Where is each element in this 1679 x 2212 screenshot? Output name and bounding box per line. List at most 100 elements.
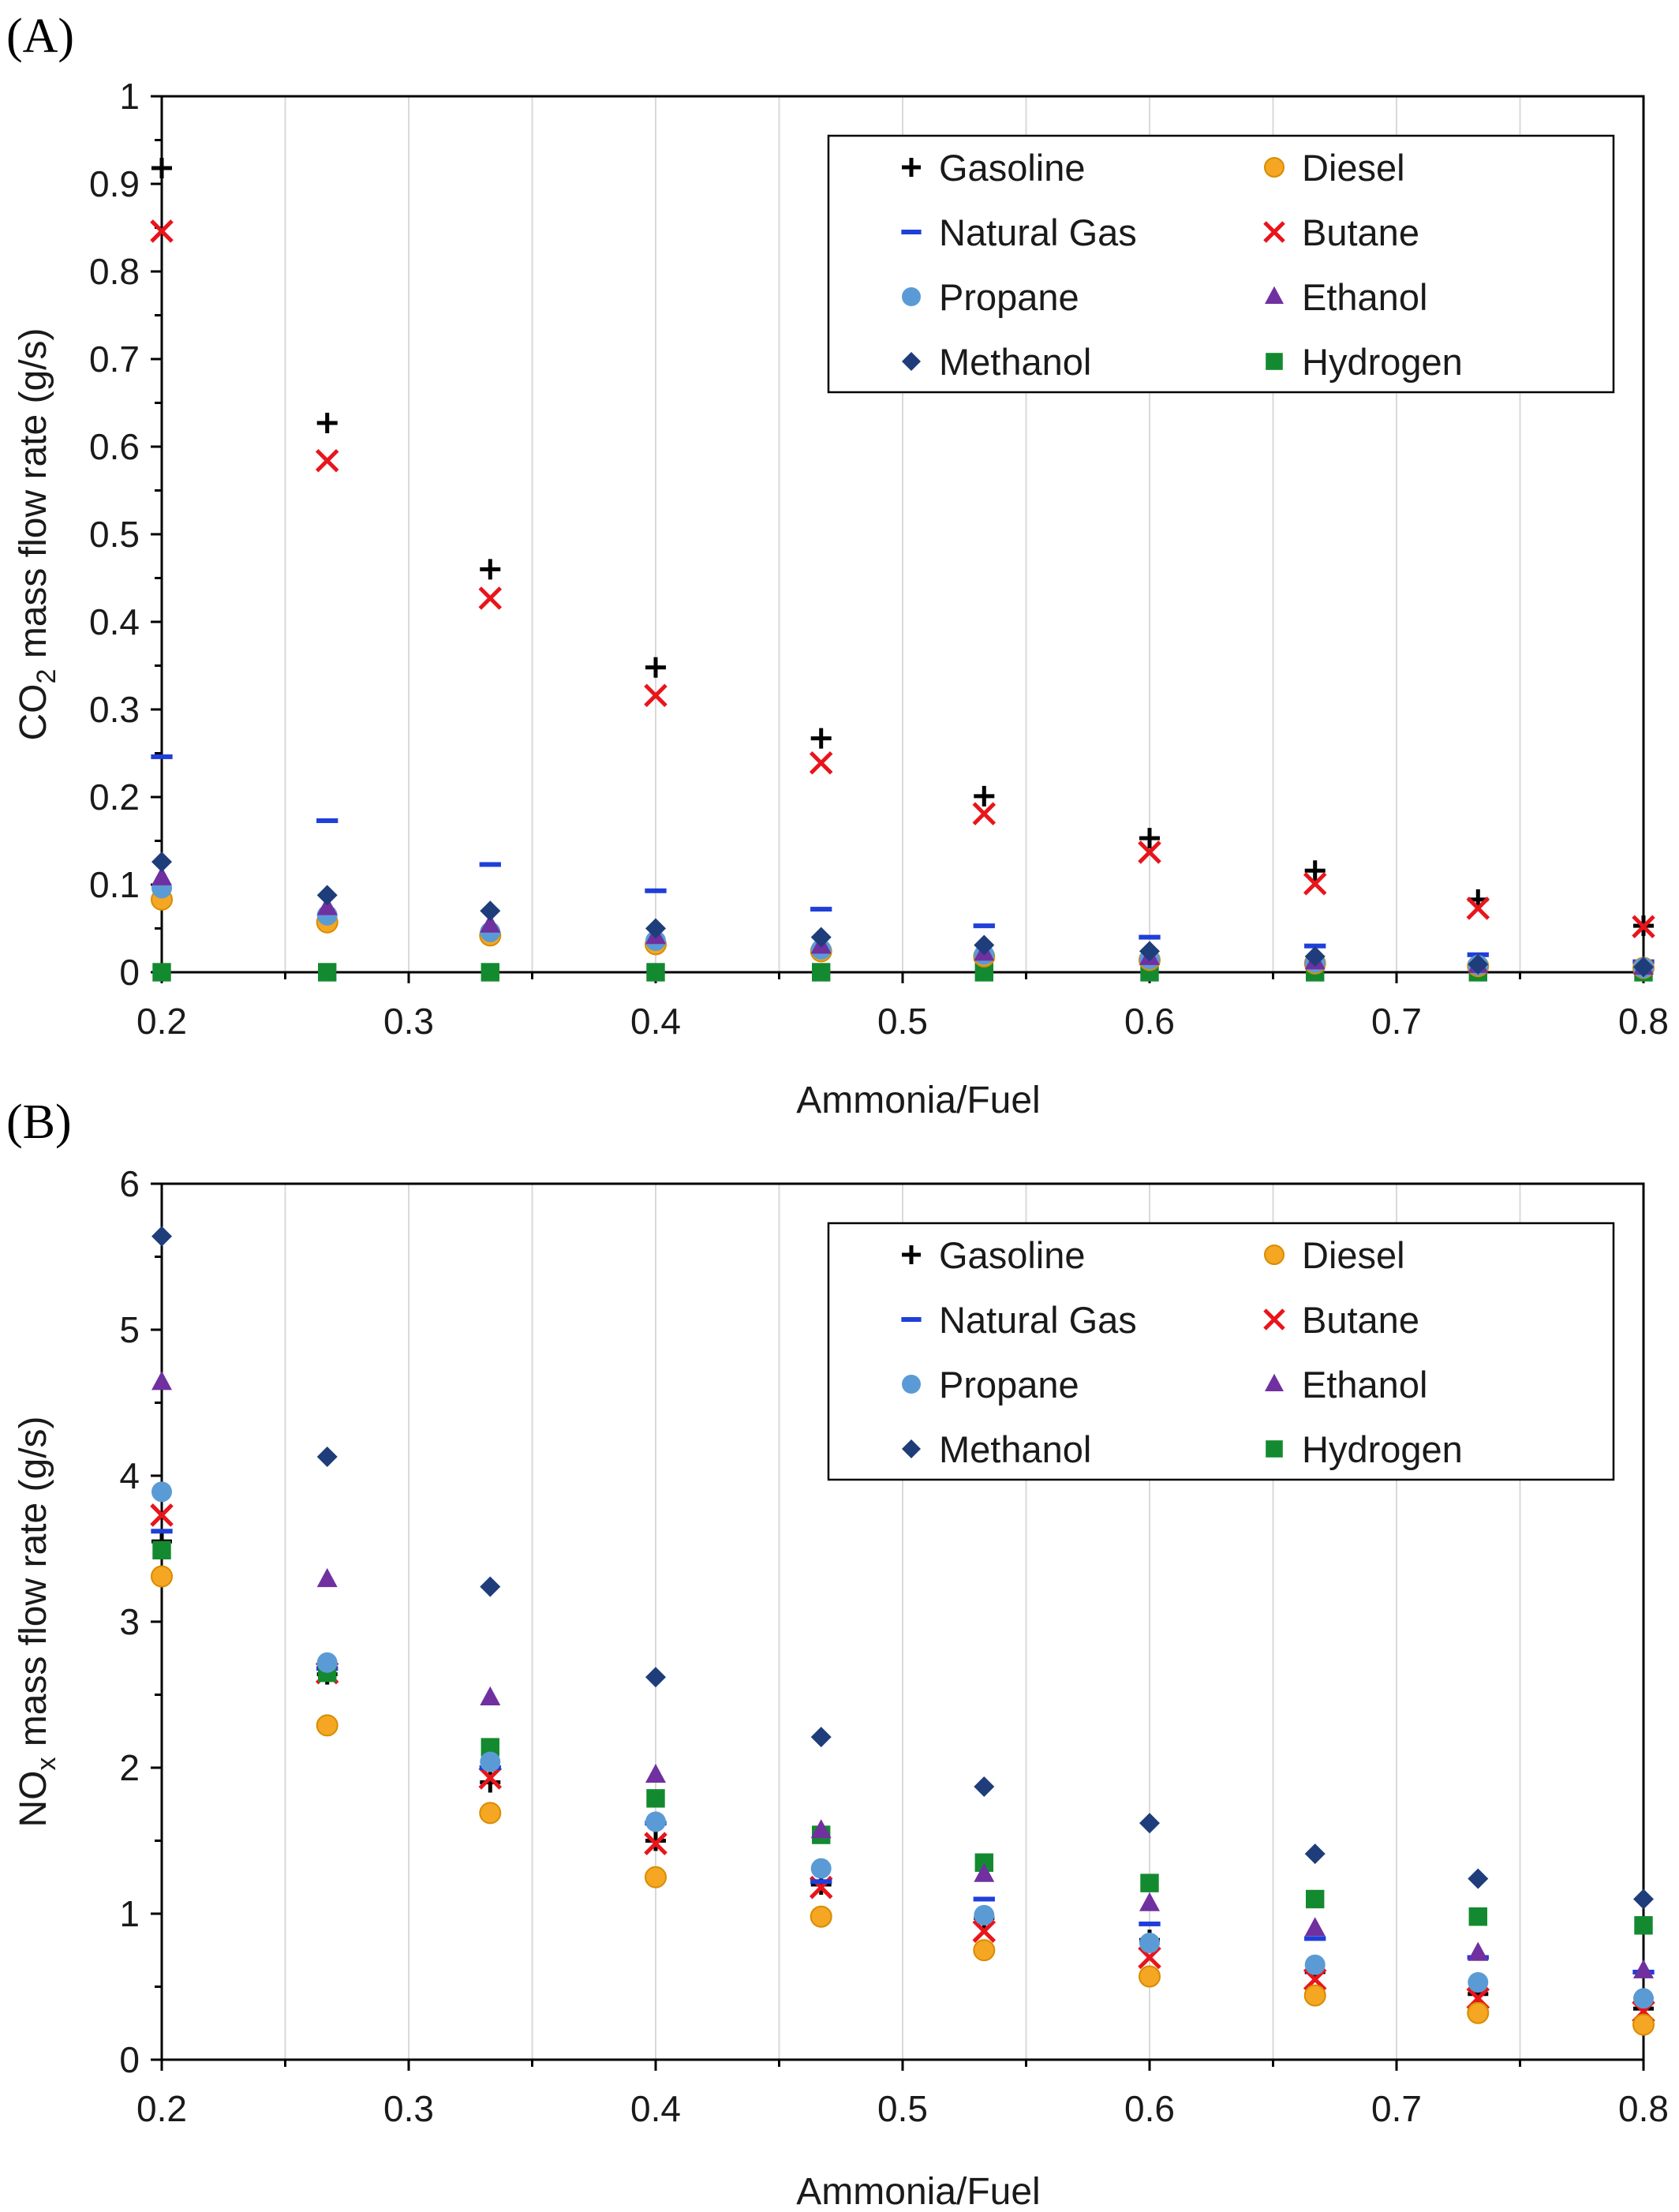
panel-b-y-title-main: NO	[13, 1771, 54, 1828]
panel-b-point-diesel	[316, 1714, 338, 1737]
panel-a-point-butane	[1466, 896, 1490, 920]
panel-a-point-butane	[644, 683, 667, 708]
panel-b-y-tick-label: 2	[119, 1747, 140, 1788]
panel-a-point-hydrogen	[481, 963, 499, 982]
panel-a-series-butane	[150, 219, 1655, 939]
panel-a-point-hydrogen	[646, 963, 665, 982]
panel-b-point-propane	[1633, 1988, 1654, 2009]
panel-a-legend-label-propane: Propane	[939, 276, 1079, 318]
panel-a-point-butane	[1303, 872, 1327, 896]
panel-b-point-diesel	[479, 1802, 502, 1825]
panel-b-point-propane	[151, 1481, 172, 1503]
panel-a-x-tick-label: 0.7	[1371, 1001, 1422, 1042]
panel-a-point-methanol	[316, 885, 338, 906]
panel-b-x-tick-label: 0.3	[383, 2088, 434, 2129]
panel-b-point-diesel	[1632, 2013, 1655, 2036]
panel-a-legend-marker-propane	[902, 287, 921, 306]
panel-b-x-tick-label: 0.2	[136, 2088, 187, 2129]
panel-b-point-methanol	[1304, 1843, 1326, 1865]
panel-b-point-hydrogen	[481, 1738, 499, 1757]
panel-b-point-diesel	[973, 1939, 996, 1962]
panel-a-point-natural-gas	[1304, 943, 1326, 949]
panel-a-legend-entry-methanol: Methanol	[902, 341, 1091, 383]
panel-a-series-methanol	[151, 851, 1654, 978]
panel-b-point-propane	[810, 1858, 832, 1879]
panel-a-point-hydrogen	[974, 963, 993, 982]
panel-b-point-butane	[478, 1766, 503, 1790]
panel-b-y-tick-label: 6	[119, 1163, 140, 1204]
panel-b-legend-marker-propane	[902, 1375, 921, 1394]
panel-a-label: (A)	[6, 9, 74, 63]
panel-a-point-natural-gas	[810, 907, 832, 912]
panel-a-legend-entry-gasoline: Gasoline	[902, 147, 1086, 189]
panel-a-point-natural-gas	[479, 862, 501, 867]
panel-b-point-propane	[645, 1811, 666, 1832]
panel-b-point-propane	[1468, 1971, 1489, 1993]
panel-a-x-tick-label: 0.2	[136, 1001, 187, 1042]
panel-b-nox-chart: (B) 0.2 0.3 0.4 0.5 0.6 0.7 0.8 0 1 2 3 4 5 6 Ammonia/F…	[6, 1095, 1669, 2212]
panel-a-point-gasoline	[645, 657, 666, 678]
panel-a-point-methanol	[810, 926, 832, 948]
panel-b-y-title-rest: mass flow rate (g/s)	[13, 1416, 54, 1757]
panel-b-point-propane	[1139, 1933, 1160, 1953]
panel-b-data-points	[150, 1226, 1655, 2036]
panel-b-point-diesel	[1467, 2001, 1490, 2024]
panel-a-x-tick-label: 0.6	[1124, 1001, 1175, 1042]
panel-a-point-ethanol	[316, 896, 338, 915]
panel-a-point-methanol	[1633, 956, 1654, 978]
panel-a-point-natural-gas	[316, 818, 338, 823]
panel-a-y-tick-label: 0	[119, 952, 140, 993]
panel-b-point-methanol	[1468, 1868, 1489, 1889]
panel-b-point-diesel	[151, 1565, 173, 1588]
panel-a-legend-label-butane: Butane	[1302, 211, 1419, 253]
panel-b-legend-marker-hydrogen	[1266, 1440, 1283, 1458]
panel-b-point-natural-gas	[810, 1879, 832, 1885]
panel-b-legend-entry-ethanol: Ethanol	[1265, 1364, 1427, 1405]
panel-a-x-tick-label: 0.3	[383, 1001, 434, 1042]
panel-a-legend-marker-natural-gas	[901, 230, 922, 234]
panel-b-legend-label-natural-gas: Natural Gas	[939, 1299, 1137, 1341]
panel-b-point-ethanol	[480, 1686, 501, 1705]
panel-b-point-hydrogen	[1634, 1916, 1653, 1935]
panel-a-legend-entry-natural-gas: Natural Gas	[901, 211, 1137, 253]
panel-b-point-methanol	[1633, 1888, 1654, 1910]
panel-b-point-ethanol	[1468, 1941, 1489, 1961]
panel-a-point-butane	[478, 586, 503, 610]
panel-a-point-gasoline	[151, 158, 172, 179]
panel-b-legend-entry-methanol: Methanol	[902, 1428, 1091, 1470]
panel-a-legend-box	[827, 134, 1615, 394]
panel-a-point-butane	[1138, 840, 1161, 864]
panel-a-x-tick-label: 0.4	[630, 1001, 681, 1042]
panel-b-series-propane	[151, 1481, 1654, 2009]
panel-a-point-ethanol	[480, 913, 501, 933]
panel-b-legend-entry-diesel: Diesel	[1264, 1234, 1405, 1276]
panel-b-y-axis: 0 1 2 3 4 5 6	[119, 1163, 162, 2080]
panel-a-legend-label-gasoline: Gasoline	[939, 147, 1086, 189]
panel-b-x-tick-label: 0.8	[1618, 2088, 1669, 2129]
panel-b-x-axis-title: Ammonia/Fuel	[796, 2171, 1040, 2212]
panel-a-legend-marker-ethanol	[1265, 286, 1284, 304]
panel-a-y-axis-title: CO2 mass flow rate (g/s)	[13, 327, 62, 740]
panel-b-point-propane	[1304, 1954, 1326, 1975]
panel-b-point-hydrogen	[646, 1789, 665, 1808]
panel-b-point-ethanol	[1139, 1892, 1160, 1911]
panel-a-legend-marker-butane	[1263, 221, 1285, 243]
panel-b-point-methanol	[810, 1727, 832, 1748]
panel-b-point-ethanol	[810, 1819, 832, 1839]
panel-a-y-tick-label: 0.2	[89, 777, 140, 818]
panel-a-point-butane	[150, 219, 174, 243]
panel-b-point-diesel	[1139, 1965, 1161, 1988]
panel-b-point-propane	[974, 1904, 995, 1926]
panel-a-y-axis: 0 0.1 0.2 0.3 0.4 0.5 0.6 0.7 0.8 0.9 1	[89, 76, 162, 993]
panel-b-label: (B)	[6, 1095, 72, 1149]
panel-b-point-methanol	[151, 1226, 172, 1247]
panel-b-legend-label-butane: Butane	[1302, 1299, 1419, 1341]
panel-b-x-tick-label: 0.4	[630, 2088, 681, 2129]
panel-a-point-gasoline	[810, 728, 832, 749]
panel-b-y-axis-title: NOx mass flow rate (g/s)	[13, 1416, 62, 1827]
panel-a-point-natural-gas	[1139, 934, 1161, 940]
panel-a-point-butane	[315, 448, 339, 473]
panel-b-legend-marker-diesel	[1264, 1244, 1284, 1265]
panel-b-x-tick-label: 0.7	[1371, 2088, 1422, 2129]
panel-a-legend-entry-propane: Propane	[902, 276, 1079, 318]
